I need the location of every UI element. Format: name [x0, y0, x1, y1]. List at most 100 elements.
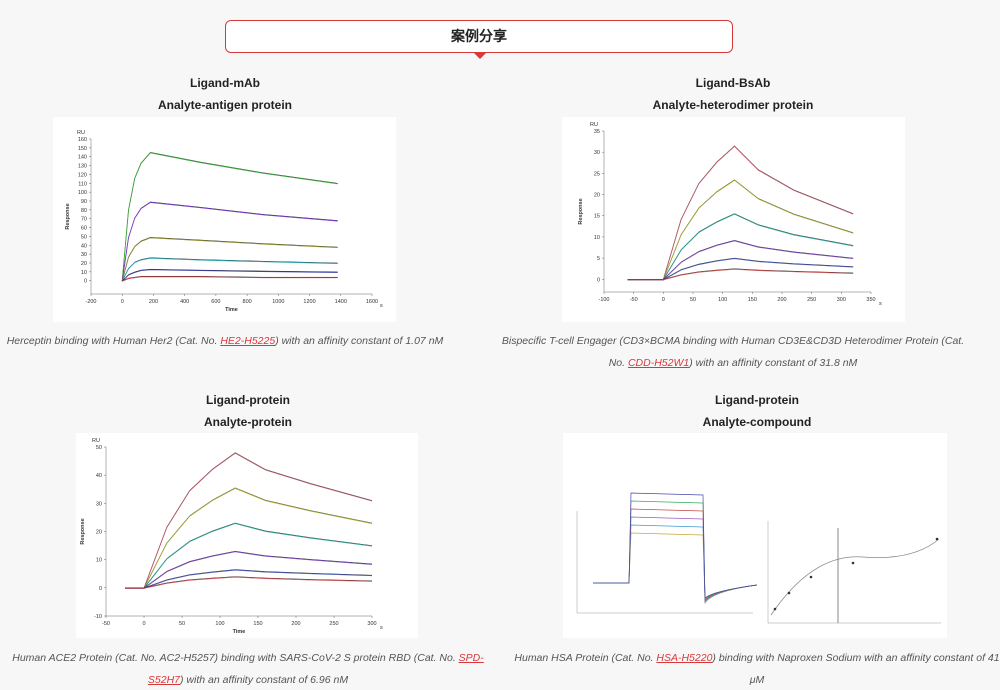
sensorgram-trace	[593, 532, 758, 605]
sensorgram-curve	[627, 213, 854, 281]
x-unit: s	[380, 303, 383, 309]
y-tick-label: 80	[81, 208, 87, 214]
sensorgram-trace	[593, 524, 758, 604]
x-unit: s	[879, 301, 882, 307]
x-tick-label: 0	[142, 621, 145, 627]
x-tick-label: 200	[149, 299, 158, 305]
y-unit: RU	[77, 130, 85, 136]
fit-line	[627, 257, 854, 280]
y-tick-label: 70	[81, 217, 87, 223]
fit-line	[122, 268, 338, 281]
sensorgram-curve	[121, 269, 338, 282]
x-tick-label: 1000	[272, 299, 284, 305]
y-axis-title: Response	[80, 518, 86, 544]
sensorgram-curve	[125, 487, 373, 589]
fit-line	[122, 276, 338, 281]
sensorgram-curve	[125, 523, 373, 589]
y-tick-label: 10	[81, 270, 87, 276]
analyte-title: Analyte-heterodimer protein	[652, 98, 814, 112]
y-tick-label: 30	[594, 150, 600, 156]
x-tick-label: 300	[837, 297, 846, 303]
chart-image: -10 0 10 20 30 40 50 -50 0 50 100 150 200 250 300 RU s Ti…	[76, 433, 418, 638]
x-tick-label: 200	[291, 621, 300, 627]
x-tick-label: 100	[718, 297, 727, 303]
x-tick-label: 100	[215, 621, 224, 627]
fit-point	[809, 575, 813, 579]
y-tick-label: 30	[96, 501, 102, 507]
y-tick-label: 20	[81, 261, 87, 267]
sensorgram-curve	[125, 569, 373, 589]
analyte-title: Analyte-protein	[203, 415, 292, 429]
fit-line	[125, 452, 373, 589]
y-tick-label: 25	[594, 171, 600, 177]
sensorgram-curve	[125, 452, 373, 589]
chart-image: 0 10 20 30 40 50 60 70 80 90 100 110 120 130 140 150 160…	[53, 117, 396, 322]
chart-image	[563, 433, 947, 638]
header-pointer	[473, 52, 487, 59]
sensorgram-curve	[121, 257, 338, 282]
ligand-title: Ligand-protein	[206, 393, 290, 407]
y-tick-label: -10	[94, 614, 102, 620]
fit-curve	[770, 538, 940, 616]
y-tick-label: 35	[594, 129, 600, 135]
caption: Human HSA Protein (Cat. No. HSA-H5220) b…	[510, 647, 1000, 690]
caption-text: Bispecific T-cell Engager (CD3×BCMA bind…	[501, 335, 965, 369]
sensorgram-curve	[627, 179, 854, 281]
y-tick-label: 20	[96, 530, 102, 536]
y-tick-label: 100	[78, 190, 87, 196]
x-tick-label: 250	[807, 297, 816, 303]
fit-line	[125, 487, 373, 589]
ligand-title: Ligand-mAb	[190, 76, 260, 90]
sensorgram-trace	[593, 516, 758, 602]
catalog-link[interactable]: SPD-S52H7	[147, 652, 484, 686]
ligand-title: Ligand-BsAb	[695, 76, 771, 90]
x-unit: s	[380, 625, 383, 631]
y-tick-label: 130	[78, 164, 87, 170]
ligand-title: Ligand-protein	[715, 393, 799, 407]
sensorgram-curve	[121, 201, 338, 282]
fit-line	[627, 179, 854, 280]
y-tick-label: 50	[81, 234, 87, 240]
fit-point	[773, 607, 777, 611]
x-tick-label: 1600	[366, 299, 378, 305]
fit-line	[627, 268, 854, 280]
x-axis-title: Time	[233, 629, 246, 635]
y-tick-label: 90	[81, 199, 87, 205]
caption: Bispecific T-cell Engager (CD3×BCMA bind…	[493, 330, 973, 374]
sensorgram-curve	[627, 258, 854, 281]
caption-text: ) with an affinity constant of 31.8 nM	[689, 357, 858, 369]
chart-image: 0 5 10 15 20 25 30 35 -100 -50 0 50 100 150 200 250 300 3…	[562, 117, 905, 322]
x-tick-label: -200	[85, 299, 96, 305]
catalog-link[interactable]: HSA-H5220	[656, 652, 713, 664]
catalog-link[interactable]: HE2-H5225	[220, 335, 276, 347]
caption-text: Human HSA Protein (Cat. No.	[514, 652, 657, 664]
x-tick-label: 400	[180, 299, 189, 305]
y-tick-label: 110	[78, 181, 87, 187]
fit-point	[935, 537, 939, 541]
fit-line	[125, 569, 373, 589]
y-tick-label: 120	[78, 172, 87, 178]
y-tick-label: 40	[96, 473, 102, 479]
sensorgram-curve	[627, 145, 854, 281]
y-unit: RU	[92, 438, 100, 444]
y-tick-label: 10	[594, 235, 600, 241]
x-axis-title: Time	[225, 307, 238, 313]
x-tick-label: 150	[748, 297, 757, 303]
x-tick-label: 250	[329, 621, 338, 627]
catalog-link[interactable]: CDD-H52W1	[627, 357, 690, 369]
y-tick-label: 150	[78, 146, 87, 152]
x-tick-label: 50	[690, 297, 696, 303]
caption-text: Herceptin binding with Human Her2 (Cat. …	[6, 335, 221, 347]
fit-point	[787, 591, 791, 595]
sensorgram-trace	[593, 500, 758, 600]
x-tick-label: 0	[662, 297, 665, 303]
y-tick-label: 160	[78, 137, 87, 143]
x-tick-label: 1400	[335, 299, 347, 305]
x-tick-label: 200	[777, 297, 786, 303]
fit-point	[851, 561, 855, 565]
y-tick-label: 30	[81, 252, 87, 258]
y-tick-label: 140	[78, 155, 87, 161]
y-tick-label: 50	[96, 445, 102, 451]
x-tick-label: 800	[243, 299, 252, 305]
